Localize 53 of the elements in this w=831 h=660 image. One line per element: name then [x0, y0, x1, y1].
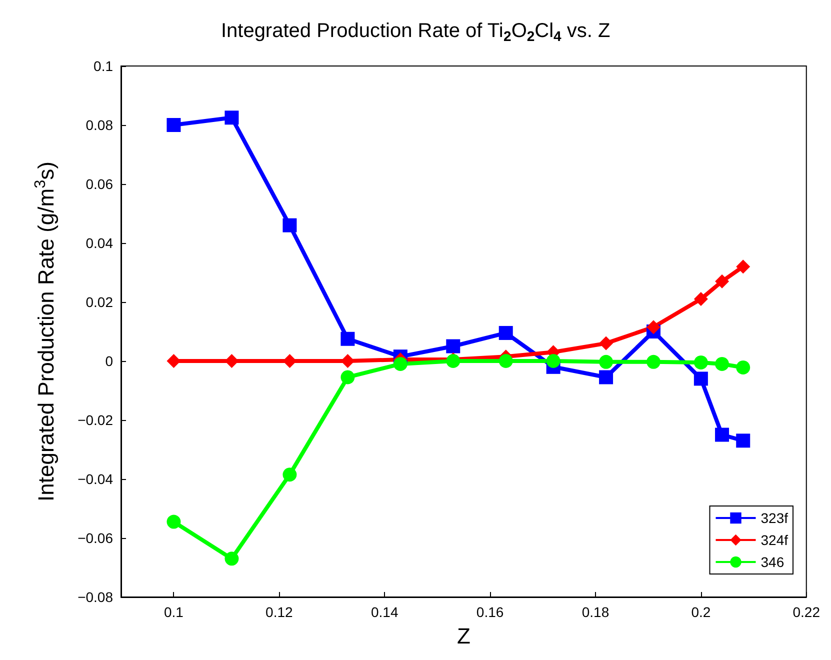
point — [340, 370, 355, 384]
point — [694, 355, 708, 370]
point — [715, 428, 730, 442]
legend-label: 323f — [760, 510, 788, 526]
point — [736, 360, 750, 374]
point — [166, 354, 181, 368]
point — [224, 354, 239, 368]
point — [715, 274, 730, 288]
point — [599, 354, 614, 369]
point — [646, 354, 660, 369]
x-tick-label: 0.14 — [370, 604, 398, 620]
point — [694, 372, 708, 386]
y-tick-label: 0 — [105, 353, 114, 369]
x-tick-label: 0.1 — [164, 604, 184, 620]
y-tick-label: −0.04 — [78, 471, 114, 487]
x-axis-title: Z — [456, 624, 470, 648]
point — [646, 320, 660, 334]
point — [736, 434, 750, 448]
point — [166, 118, 181, 132]
point — [694, 292, 708, 306]
point — [498, 354, 513, 368]
point — [715, 356, 730, 371]
point — [282, 218, 297, 232]
y-tick-label: −0.08 — [78, 589, 114, 605]
point — [498, 326, 513, 340]
point — [282, 468, 297, 482]
x-tick-label: 0.16 — [476, 604, 504, 620]
point — [340, 332, 355, 346]
point — [224, 110, 239, 125]
x-tick-label: 0.12 — [266, 604, 293, 620]
point — [599, 370, 614, 384]
y-axis-title: Integrated Production Rate (g/m3s) — [32, 162, 58, 502]
point — [736, 260, 750, 274]
legend-label: 324f — [760, 532, 788, 548]
x-tick-label: 0.18 — [582, 604, 610, 620]
legend-label: 346 — [760, 554, 784, 570]
point — [282, 354, 297, 368]
point — [340, 354, 355, 368]
y-tick-label: −0.06 — [78, 530, 114, 546]
y-tick-label: 0.04 — [86, 235, 114, 251]
y-tick-label: 0.1 — [94, 58, 114, 74]
x-tick-label: 0.22 — [792, 604, 820, 620]
point — [224, 552, 239, 566]
y-tick-label: −0.02 — [78, 412, 114, 428]
x-tick-label: 0.2 — [691, 604, 711, 620]
point — [546, 354, 560, 368]
y-tick-label: 0.08 — [86, 117, 114, 133]
point — [599, 336, 614, 350]
point — [393, 356, 408, 371]
y-tick-label: 0.02 — [86, 294, 114, 310]
point — [166, 514, 181, 529]
point — [446, 339, 460, 354]
y-tick-label: 0.06 — [86, 176, 114, 192]
